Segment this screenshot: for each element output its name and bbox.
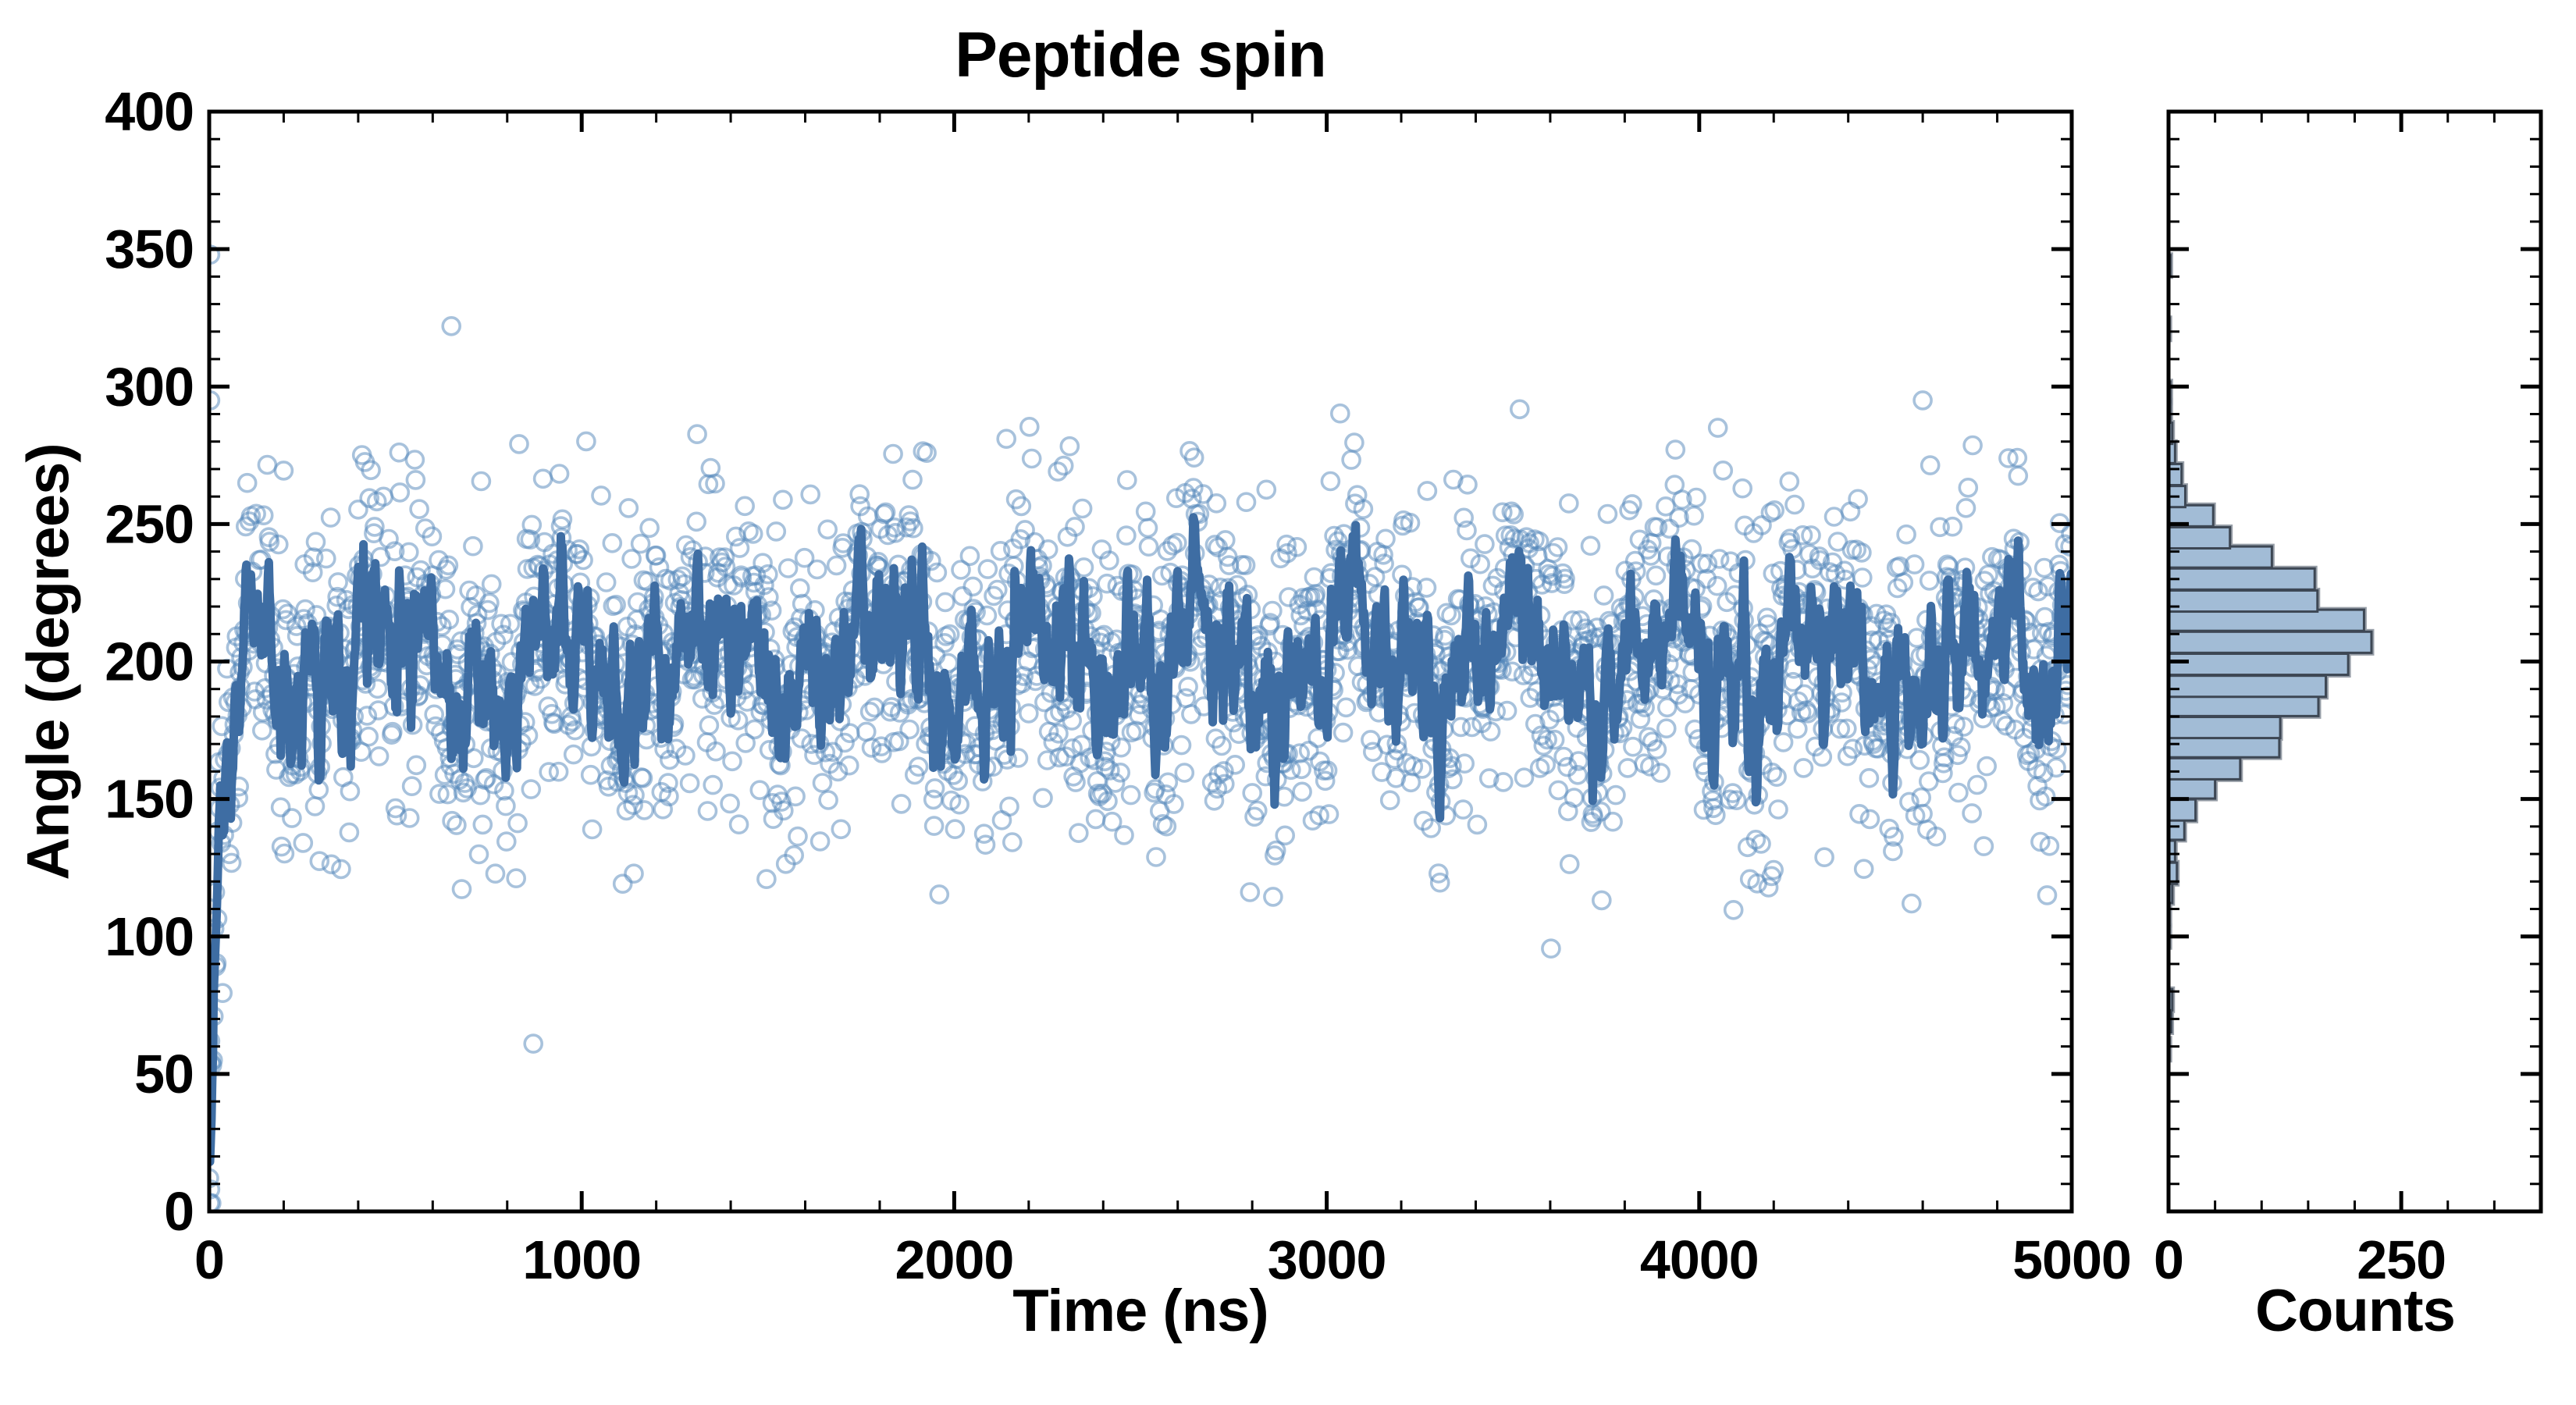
y-tick-label: 250 — [105, 493, 194, 554]
running-mean-line — [209, 513, 2072, 1166]
hist-bar — [2169, 608, 2365, 632]
hist-bar — [2169, 674, 2328, 699]
hist-bar — [2169, 545, 2273, 569]
hist-bar — [2169, 756, 2242, 781]
hist-bar — [2169, 652, 2350, 677]
y-tick-label: 200 — [105, 631, 194, 692]
x-axis-label-hist: Counts — [2255, 1278, 2456, 1344]
x-tick-label: 4000 — [1640, 1229, 1759, 1290]
hist-x-tick-label: 0 — [2154, 1229, 2183, 1290]
y-tick-label: 300 — [105, 356, 194, 417]
y-tick-label: 400 — [105, 81, 194, 142]
x-axis-label-main: Time (ns) — [1012, 1278, 1268, 1344]
hist-bar — [2169, 525, 2232, 550]
hist-bar — [2169, 735, 2281, 759]
scatter-points — [209, 244, 2072, 1211]
y-tick-label: 150 — [105, 769, 194, 830]
x-tick-label: 5000 — [2012, 1229, 2131, 1290]
hist-x-tick-label: 250 — [2357, 1229, 2446, 1290]
y-tick-label: 50 — [134, 1044, 194, 1104]
hist-bar — [2169, 630, 2373, 654]
x-tick-label: 3000 — [1268, 1229, 1386, 1290]
y-tick-label: 350 — [105, 219, 194, 279]
y-tick-label: 100 — [105, 906, 194, 967]
x-tick-label: 1000 — [522, 1229, 641, 1290]
x-tick-label: 2000 — [895, 1229, 1014, 1290]
hist-bar — [2169, 716, 2282, 740]
hist-bar — [2169, 462, 2183, 486]
y-tick-label: 0 — [164, 1181, 194, 1242]
chart-title: Peptide spin — [955, 20, 1327, 91]
hist-bar — [2169, 567, 2316, 591]
hist-bar — [2169, 776, 2217, 800]
hist-bar — [2169, 798, 2197, 822]
x-tick-label: 0 — [194, 1229, 224, 1290]
y-axis-label: Angle (degrees) — [15, 443, 82, 880]
hist-bar — [2169, 693, 2320, 717]
hist-bar — [2169, 817, 2186, 841]
histogram-bars — [2169, 252, 2375, 1063]
hist-bar — [2169, 589, 2319, 614]
